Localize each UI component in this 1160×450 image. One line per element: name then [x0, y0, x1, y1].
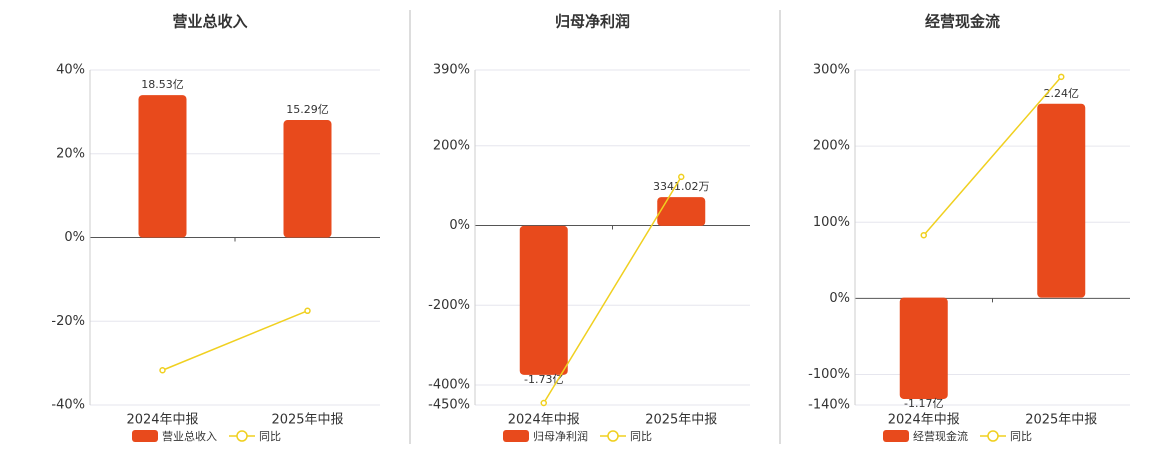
y-tick-label: -400%	[428, 378, 470, 393]
legend-label: 经营现金流	[913, 429, 968, 443]
legend-label: 同比	[630, 430, 652, 443]
data-label: 18.53亿	[141, 78, 184, 91]
bar	[657, 197, 706, 226]
x-tick-label: 2024年中报	[888, 413, 960, 428]
line-point	[304, 307, 311, 315]
y-tick-label: 200%	[813, 139, 850, 154]
x-tick-label: 2024年中报	[126, 413, 198, 428]
data-label: 3341.02万	[653, 180, 710, 193]
x-tick-label: 2024年中报	[508, 413, 580, 428]
data-label: 2.24亿	[1044, 87, 1080, 100]
chart-title: 归母净利润	[555, 13, 630, 31]
y-tick-label: -200%	[428, 298, 470, 313]
y-tick-label: 20%	[56, 146, 85, 161]
line-point	[678, 173, 685, 181]
legend-swatch	[607, 430, 619, 442]
line	[923, 76, 1062, 236]
legend-label: 同比	[1010, 430, 1032, 443]
legend-swatch	[503, 430, 529, 442]
bar	[283, 120, 332, 238]
legend-label: 归母净利润	[533, 429, 588, 443]
y-tick-label: 40%	[56, 63, 85, 78]
legend-label: 营业总收入	[162, 429, 217, 443]
line	[162, 310, 308, 371]
y-tick-label: 100%	[813, 215, 850, 230]
y-tick-label: 200%	[433, 138, 470, 153]
x-tick-label: 2025年中报	[271, 413, 343, 428]
x-tick-label: 2025年中报	[1025, 413, 1097, 428]
y-tick-label: 0%	[64, 230, 85, 245]
y-tick-label: -140%	[808, 398, 850, 413]
line-point	[540, 399, 547, 407]
legend-swatch	[883, 430, 909, 442]
bar	[138, 95, 187, 238]
bar	[899, 297, 948, 399]
data-label: 15.29亿	[286, 103, 329, 116]
bar	[519, 225, 568, 375]
chart-title: 营业总收入	[172, 13, 247, 31]
line-point	[1058, 73, 1065, 81]
y-tick-label: -20%	[51, 314, 85, 329]
chart-title: 经营现金流	[925, 13, 1000, 31]
y-tick-label: 300%	[813, 63, 850, 78]
data-label: -1.17亿	[904, 397, 943, 410]
y-tick-label: 390%	[433, 63, 470, 78]
line-point	[159, 366, 166, 374]
line	[543, 176, 682, 404]
y-tick-label: -40%	[51, 398, 85, 413]
y-tick-label: -450%	[428, 398, 470, 413]
y-tick-label: 0%	[829, 291, 850, 306]
legend-swatch	[236, 430, 248, 442]
legend-swatch	[987, 430, 999, 442]
legend-label: 同比	[259, 430, 281, 443]
x-tick-label: 2025年中报	[645, 413, 717, 428]
y-tick-label: 0%	[449, 218, 470, 233]
legend-swatch	[132, 430, 158, 442]
y-tick-label: -100%	[808, 367, 850, 382]
bar	[1037, 103, 1086, 298]
line-point	[920, 231, 927, 239]
data-label: -1.73亿	[524, 373, 563, 386]
